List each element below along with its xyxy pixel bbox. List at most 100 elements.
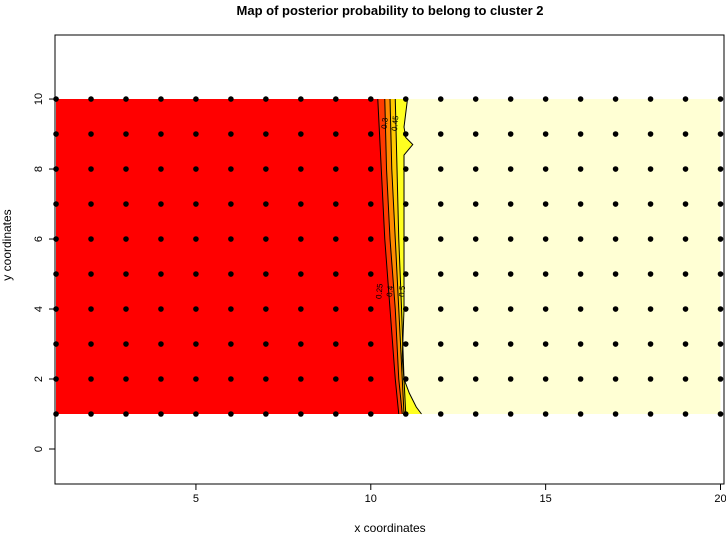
data-point bbox=[402, 96, 409, 102]
data-point bbox=[88, 271, 94, 277]
data-point bbox=[472, 131, 479, 137]
data-point bbox=[263, 201, 269, 207]
data-point bbox=[437, 131, 444, 137]
contour-label: 0.3 bbox=[380, 117, 390, 129]
data-point bbox=[612, 341, 619, 347]
data-point bbox=[402, 306, 409, 312]
data-point bbox=[717, 411, 724, 417]
y-tick-label: 2 bbox=[33, 376, 45, 382]
data-point bbox=[577, 411, 584, 417]
contour-label: 0.45 bbox=[390, 115, 400, 132]
data-point bbox=[333, 411, 339, 417]
data-point bbox=[367, 236, 374, 242]
data-point bbox=[228, 131, 234, 137]
data-point bbox=[263, 166, 269, 172]
data-point bbox=[367, 411, 374, 417]
x-tick-label: 10 bbox=[365, 493, 377, 505]
data-point bbox=[123, 96, 129, 102]
data-point bbox=[682, 411, 689, 417]
data-point bbox=[298, 96, 304, 102]
data-point bbox=[717, 166, 724, 172]
data-point bbox=[193, 96, 199, 102]
data-point bbox=[123, 271, 129, 277]
data-point bbox=[53, 411, 59, 417]
data-point bbox=[402, 236, 409, 242]
data-point bbox=[612, 131, 619, 137]
data-point bbox=[472, 166, 479, 172]
data-point bbox=[228, 201, 234, 207]
data-point bbox=[577, 96, 584, 102]
data-point bbox=[228, 96, 234, 102]
data-point bbox=[158, 376, 164, 382]
data-point bbox=[123, 131, 129, 137]
contour-line-0.45 bbox=[394, 99, 407, 415]
data-point bbox=[333, 236, 339, 242]
data-point bbox=[53, 201, 59, 207]
data-point bbox=[647, 341, 654, 347]
data-point bbox=[158, 411, 164, 417]
data-point bbox=[647, 236, 654, 242]
y-tick-label: 10 bbox=[33, 93, 45, 105]
data-point bbox=[158, 271, 164, 277]
data-point bbox=[228, 341, 234, 347]
data-point bbox=[437, 236, 444, 242]
data-point bbox=[402, 166, 409, 172]
data-point bbox=[507, 376, 514, 382]
data-point bbox=[647, 166, 654, 172]
data-point bbox=[437, 96, 444, 102]
data-point bbox=[647, 201, 654, 207]
data-point bbox=[682, 166, 689, 172]
data-point bbox=[367, 131, 374, 137]
data-point bbox=[542, 131, 549, 137]
data-point bbox=[88, 166, 94, 172]
contour-label: 0.5 bbox=[397, 285, 407, 297]
data-point bbox=[193, 201, 199, 207]
data-point bbox=[612, 306, 619, 312]
data-point bbox=[682, 271, 689, 277]
data-point bbox=[228, 376, 234, 382]
data-point bbox=[88, 201, 94, 207]
data-point bbox=[88, 341, 94, 347]
data-point bbox=[717, 131, 724, 137]
fill-region-below-0.25 bbox=[56, 99, 399, 415]
data-point bbox=[367, 271, 374, 277]
data-point bbox=[437, 376, 444, 382]
data-point bbox=[123, 341, 129, 347]
data-point bbox=[682, 131, 689, 137]
data-point bbox=[507, 236, 514, 242]
data-point bbox=[717, 376, 724, 382]
x-axis-label: x coordinates bbox=[354, 521, 425, 534]
data-point bbox=[437, 166, 444, 172]
data-point bbox=[682, 96, 689, 102]
data-point bbox=[158, 341, 164, 347]
data-point bbox=[647, 131, 654, 137]
data-point bbox=[472, 341, 479, 347]
data-point bbox=[612, 411, 619, 417]
data-point bbox=[612, 271, 619, 277]
contour-line-0.3 bbox=[384, 99, 403, 415]
data-point bbox=[228, 306, 234, 312]
data-point bbox=[88, 376, 94, 382]
data-point bbox=[263, 236, 269, 242]
data-point bbox=[577, 236, 584, 242]
data-point bbox=[263, 131, 269, 137]
data-point bbox=[367, 201, 374, 207]
data-point bbox=[437, 271, 444, 277]
data-point bbox=[228, 236, 234, 242]
data-point bbox=[507, 131, 514, 137]
data-point bbox=[577, 166, 584, 172]
data-point bbox=[682, 341, 689, 347]
data-point bbox=[612, 236, 619, 242]
data-point bbox=[472, 236, 479, 242]
data-point bbox=[123, 306, 129, 312]
data-point bbox=[682, 376, 689, 382]
data-point bbox=[228, 271, 234, 277]
data-point bbox=[158, 131, 164, 137]
data-point bbox=[542, 201, 549, 207]
data-point bbox=[507, 306, 514, 312]
data-point bbox=[263, 271, 269, 277]
data-point bbox=[437, 411, 444, 417]
data-point bbox=[123, 166, 129, 172]
data-point bbox=[682, 201, 689, 207]
data-point bbox=[193, 341, 199, 347]
